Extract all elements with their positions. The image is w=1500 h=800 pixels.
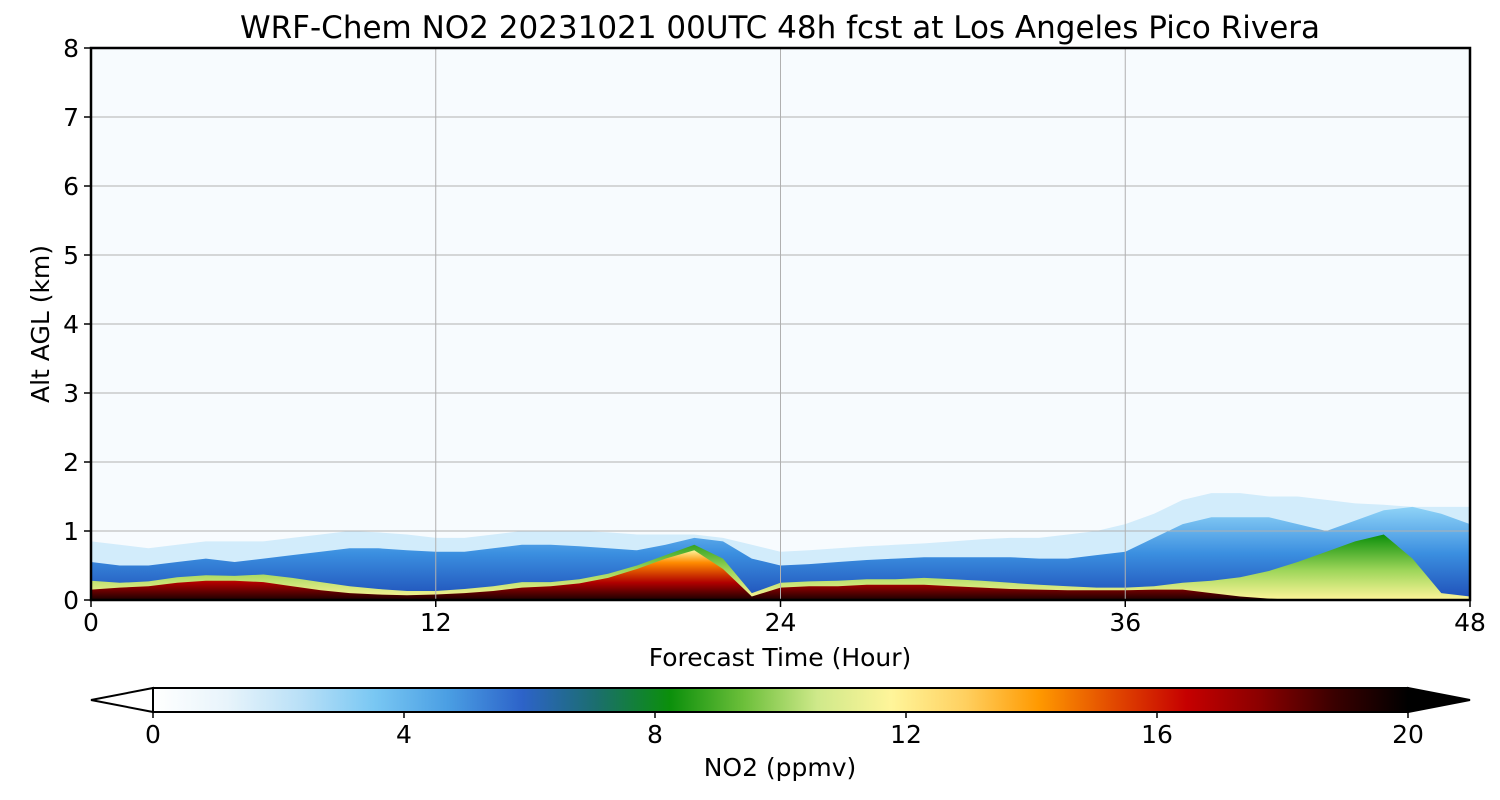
y-axis-label: Alt AGL (km) [26,245,55,403]
y-tick-label: 6 [63,172,79,201]
y-axis: 0 1 2 3 4 5 6 7 8 [63,34,91,615]
y-tick-label: 3 [63,379,79,408]
colorbar-ticks: 0 4 8 12 16 20 [145,712,1424,749]
colorbar-tick-label: 0 [145,720,161,749]
y-tick-label: 7 [63,103,79,132]
grid-lines [91,48,1470,600]
y-tick-label: 1 [63,517,79,546]
x-tick-label: 24 [765,608,797,637]
colorbar-tick-label: 4 [396,720,412,749]
colorbar-extend-high [1407,686,1471,714]
x-axis: 0 12 24 36 48 [83,600,1486,637]
colorbar-extend-low [90,686,154,714]
colorbar-body [152,687,1409,713]
x-tick-label: 48 [1454,608,1486,637]
colorbar-tick-label: 16 [1141,720,1173,749]
colorbar-tick-label: 8 [647,720,663,749]
x-axis-label: Forecast Time (Hour) [649,643,912,672]
colorbar-tick-label: 20 [1392,720,1424,749]
x-tick-label: 0 [83,608,99,637]
x-tick-label: 36 [1109,608,1141,637]
y-tick-label: 2 [63,448,79,477]
y-tick-label: 5 [63,241,79,270]
colorbar: 0 4 8 12 16 20 NO2 (ppmv) [90,686,1471,782]
y-tick-label: 0 [63,586,79,615]
y-tick-label: 4 [63,310,79,339]
y-tick-label: 8 [63,34,79,63]
x-tick-label: 12 [420,608,452,637]
colorbar-tick-label: 12 [890,720,922,749]
chart-title: WRF-Chem NO2 20231021 00UTC 48h fcst at … [240,10,1320,46]
colorbar-label: NO2 (ppmv) [704,753,857,782]
